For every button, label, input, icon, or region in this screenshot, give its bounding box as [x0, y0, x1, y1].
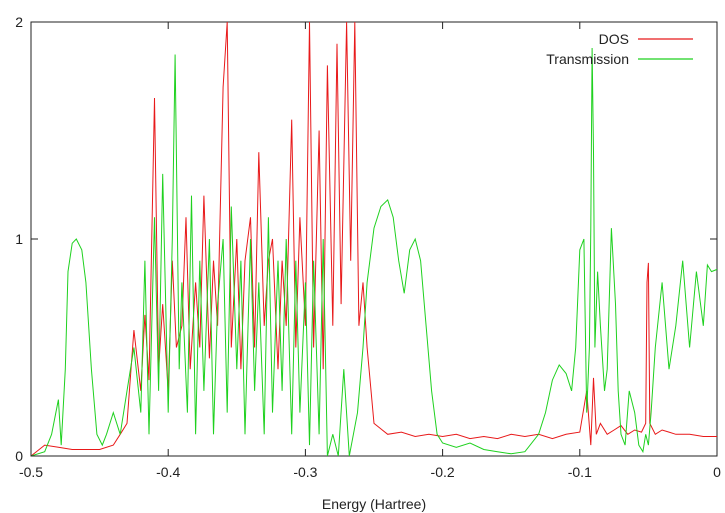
series-line-transmission — [31, 47, 717, 456]
y-tick-label: 0 — [15, 448, 23, 464]
plot-frame — [30, 21, 718, 457]
x-tick-label: 0 — [713, 464, 721, 480]
x-tick-label: -0.5 — [19, 464, 43, 480]
series-line-dos — [31, 22, 717, 456]
series-layer — [31, 22, 717, 456]
x-axis-title: Energy (Hartree) — [322, 496, 426, 512]
x-tick-label: -0.4 — [156, 464, 180, 480]
y-tick-label: 2 — [15, 14, 23, 30]
x-tick-label: -0.1 — [568, 464, 592, 480]
ticks-layer: -0.5 -0.4 -0.3 -0.2 -0.1 0 0 1 2 — [15, 14, 721, 480]
legend-label-dos: DOS — [599, 31, 629, 47]
legend-label-transmission: Transmission — [546, 51, 629, 67]
legend: DOS Transmission — [546, 31, 693, 67]
x-tick-label: -0.2 — [431, 464, 455, 480]
x-tick-label: -0.3 — [293, 464, 317, 480]
y-tick-label: 1 — [15, 231, 23, 247]
